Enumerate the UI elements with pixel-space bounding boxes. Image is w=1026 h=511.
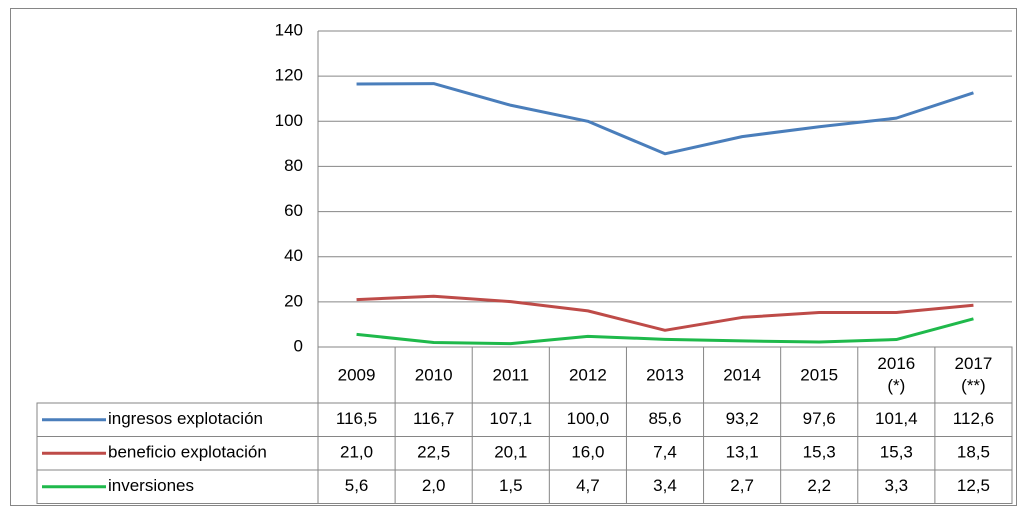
data-label: 20,1 — [494, 443, 527, 462]
data-label: 116,5 — [336, 409, 377, 428]
data-label: 3,4 — [653, 476, 677, 495]
y-tick-label: 60 — [284, 201, 303, 220]
x-tick-label: 2013 — [646, 365, 684, 384]
data-label: 21,0 — [340, 443, 373, 462]
x-tick-label: 2010 — [415, 365, 453, 384]
x-tick-label: 2017 (**) — [955, 354, 993, 395]
table-row-border — [36, 469, 1013, 504]
data-label: 107,1 — [490, 409, 533, 428]
data-label: 7,4 — [653, 443, 677, 462]
y-tick-label: 80 — [284, 156, 303, 175]
x-tick-label: 2009 — [338, 365, 376, 384]
data-label: 5,6 — [345, 476, 369, 495]
data-label: 18,5 — [957, 443, 990, 462]
data-label: 97,6 — [803, 409, 836, 428]
x-tick-label-line: 2016 — [877, 354, 915, 373]
data-label: 15,3 — [880, 443, 913, 462]
y-tick-label: 40 — [284, 246, 303, 265]
x-tick-label-line: 2017 — [955, 354, 993, 373]
y-tick-label: 120 — [275, 66, 303, 85]
x-tick-label: 2012 — [569, 365, 607, 384]
series-line — [356, 294, 974, 332]
data-label: 12,5 — [957, 476, 990, 495]
data-label: 4,7 — [576, 476, 600, 495]
x-tick-label: 2014 — [723, 365, 761, 384]
x-tick-label: 2016 (*) — [877, 354, 915, 395]
data-label: 15,3 — [803, 443, 836, 462]
x-tick-label: 2015 — [800, 365, 838, 384]
series-line — [356, 82, 974, 156]
data-label: 112,6 — [953, 409, 994, 428]
x-tick-label: 2011 — [492, 365, 529, 384]
data-label: 2,2 — [807, 476, 831, 495]
legend-label: inversiones — [108, 476, 194, 495]
y-tick-label: 140 — [275, 20, 303, 39]
data-label: 22,5 — [417, 443, 450, 462]
data-label: 13,1 — [726, 443, 759, 462]
legend-label: beneficio explotación — [108, 443, 267, 462]
data-label: 101,4 — [875, 409, 918, 428]
data-label: 16,0 — [571, 443, 604, 462]
y-tick-label: 100 — [275, 111, 303, 130]
series-line — [356, 317, 974, 346]
data-label: 85,6 — [648, 409, 681, 428]
y-tick-label: 20 — [284, 291, 303, 310]
data-label: 100,0 — [567, 409, 610, 428]
data-label: 2,7 — [730, 476, 754, 495]
x-tick-label-line: (*) — [887, 376, 905, 395]
data-label: 3,3 — [885, 476, 909, 495]
y-tick-label: 0 — [294, 336, 303, 355]
x-tick-label-line: (**) — [961, 376, 986, 395]
data-label: 1,5 — [499, 476, 523, 495]
legend-label: ingresos explotación — [108, 409, 263, 428]
data-label: 116,7 — [413, 409, 454, 428]
data-label: 93,2 — [726, 409, 759, 428]
data-label: 2,0 — [422, 476, 446, 495]
